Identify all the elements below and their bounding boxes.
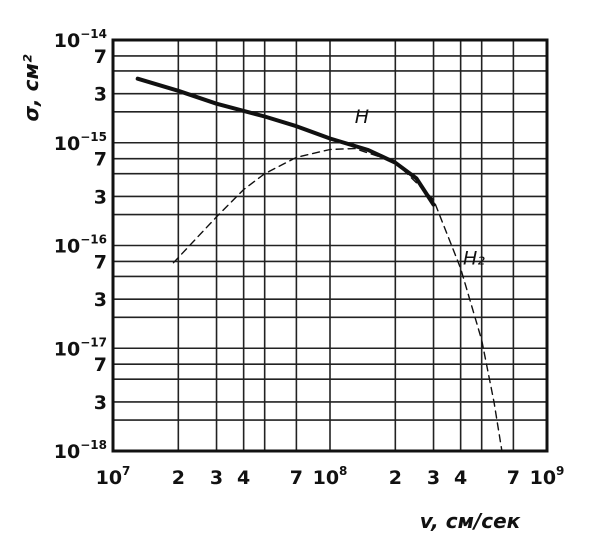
y-tick-label: 7 xyxy=(94,354,107,376)
y-tick-label: 7 xyxy=(94,46,107,68)
series-label-h: H xyxy=(355,106,369,128)
y-tick-label: 10−14 xyxy=(54,27,107,52)
grid xyxy=(112,39,548,452)
x-axis-title: v, см/сек xyxy=(420,509,521,533)
y-tick-label: 7 xyxy=(94,149,107,171)
tick-labels: 107 2 3 4 7 108 2 3 4 7 10910−147310−157310−167310… xyxy=(54,27,565,489)
series-line-h2 xyxy=(172,147,503,452)
series-label-h2: H₂ xyxy=(463,248,485,270)
x-tick-label: 108 xyxy=(313,464,348,489)
y-axis-title: σ, см² xyxy=(19,54,43,121)
y-tick-label: 3 xyxy=(94,186,107,208)
x-tick-label: 2 xyxy=(172,467,185,489)
x-tick-label: 4 xyxy=(454,467,467,489)
x-tick-label: 7 xyxy=(507,467,520,489)
y-tick-label: 3 xyxy=(94,84,107,106)
y-tick-label: 3 xyxy=(94,392,107,414)
series xyxy=(135,76,503,452)
y-tick-label: 3 xyxy=(94,289,107,311)
y-tick-label: 10−18 xyxy=(54,438,107,463)
x-tick-label: 107 xyxy=(96,464,131,489)
x-tick-label: 2 xyxy=(389,467,402,489)
x-tick-label: 4 xyxy=(237,467,250,489)
x-tick-label: 109 xyxy=(530,464,565,489)
x-tick-label: 3 xyxy=(210,467,223,489)
x-tick-label: 7 xyxy=(290,467,303,489)
x-tick-label: 3 xyxy=(427,467,440,489)
plot-frame xyxy=(111,38,549,453)
y-tick-label: 7 xyxy=(94,251,107,273)
series-line-h xyxy=(135,76,436,207)
